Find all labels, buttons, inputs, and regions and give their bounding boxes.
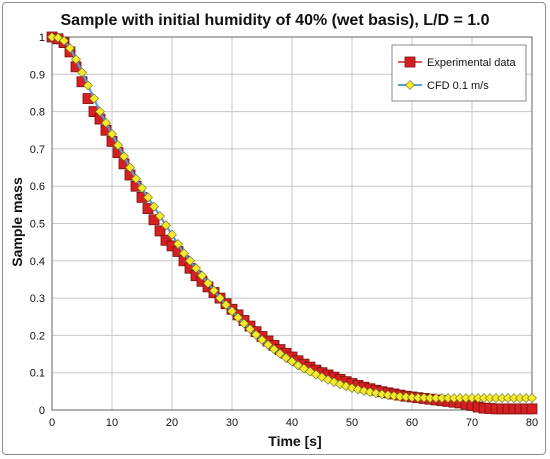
cfd-point [113,140,123,151]
legend-box [391,44,527,102]
x-tick-label: 70 [466,417,478,429]
cfd-point [167,229,177,240]
cfd-point [209,285,219,296]
cfd-point [263,339,273,350]
experimental-point [526,403,538,415]
x-tick-label: 0 [49,417,55,429]
cfd-point [131,173,141,184]
y-axis-label: Sample mass [9,177,25,267]
cfd-point [257,334,267,345]
cfd-point [149,201,159,212]
cfd-point [101,117,111,128]
cfd-point [203,278,213,289]
experimental-point [160,234,172,246]
cfd-point [161,220,171,231]
cfd-point [197,270,207,281]
y-tick-label: 1 [39,32,45,44]
cfd-point [239,318,249,329]
cfd-point [251,329,261,340]
plot-area [51,36,533,411]
y-tick-label: 0.3 [30,293,45,305]
legend-experimental-label: Experimental data [427,57,517,69]
cfd-point [47,32,57,42]
cfd-point [59,35,69,46]
x-tick-label: 10 [106,417,118,429]
cfd-point [245,324,255,334]
legend-cfd-label: CFD 0.1 m/s [427,80,489,92]
x-tick-label: 50 [346,417,358,429]
cfd-point [125,162,135,173]
x-tick-label: 40 [286,417,298,429]
x-tick-label: 60 [406,417,418,429]
cfd-point [119,151,129,162]
cfd-point [191,263,201,274]
cfd-point [95,106,105,117]
cfd-point [275,348,285,359]
x-tick-label: 80 [526,417,538,429]
cfd-point [227,306,237,317]
cfd-point [137,183,147,193]
cfd-point [89,93,99,104]
cfd-point [233,312,243,323]
x-tick-label: 20 [166,417,178,429]
cfd-point [383,390,393,401]
y-tick-label: 0.7 [30,144,45,156]
cfd-point [173,239,183,249]
cfd-point [527,393,537,403]
cfd-point [71,54,81,65]
y-tick-label: 0.6 [30,181,45,193]
cfd-point [389,390,399,401]
x-axis-label: Time [s] [268,433,321,449]
cfd-point [155,211,165,221]
cfd-point [185,255,195,266]
series-cfd [47,32,537,403]
series-layer [46,31,538,415]
legend-cfd-marker [405,80,415,90]
cfd-point [179,248,189,259]
cfd-point [269,344,279,355]
y-tick-label: 0.9 [30,69,45,81]
cfd-point [377,389,387,400]
cfd-point [287,356,297,367]
cfd-point [143,192,153,203]
cfd-point [65,43,75,54]
legend-experimental-marker [404,56,416,68]
x-tick-label: 30 [226,417,238,429]
y-tick-label: 0.5 [30,219,45,231]
experimental-point [154,225,166,237]
cfd-point [107,129,117,139]
y-tick-label: 0 [39,405,45,417]
cfd-point [221,299,231,310]
cfd-point [215,293,225,304]
legend: Experimental data CFD 0.1 m/s [391,44,527,102]
y-tick-label: 0.2 [30,330,45,342]
y-tick-label: 0.1 [30,368,45,380]
chart-title: Sample with initial humidity of 40% (wet… [61,12,490,29]
y-tick-label: 0.4 [30,256,45,268]
cfd-point [83,80,93,91]
cfd-point [281,352,291,363]
tick-labels: 00.10.20.30.40.50.60.70.80.910 10 20 30 40 50… [30,32,538,429]
y-tick-label: 0.8 [30,107,45,119]
cfd-point [77,67,87,78]
